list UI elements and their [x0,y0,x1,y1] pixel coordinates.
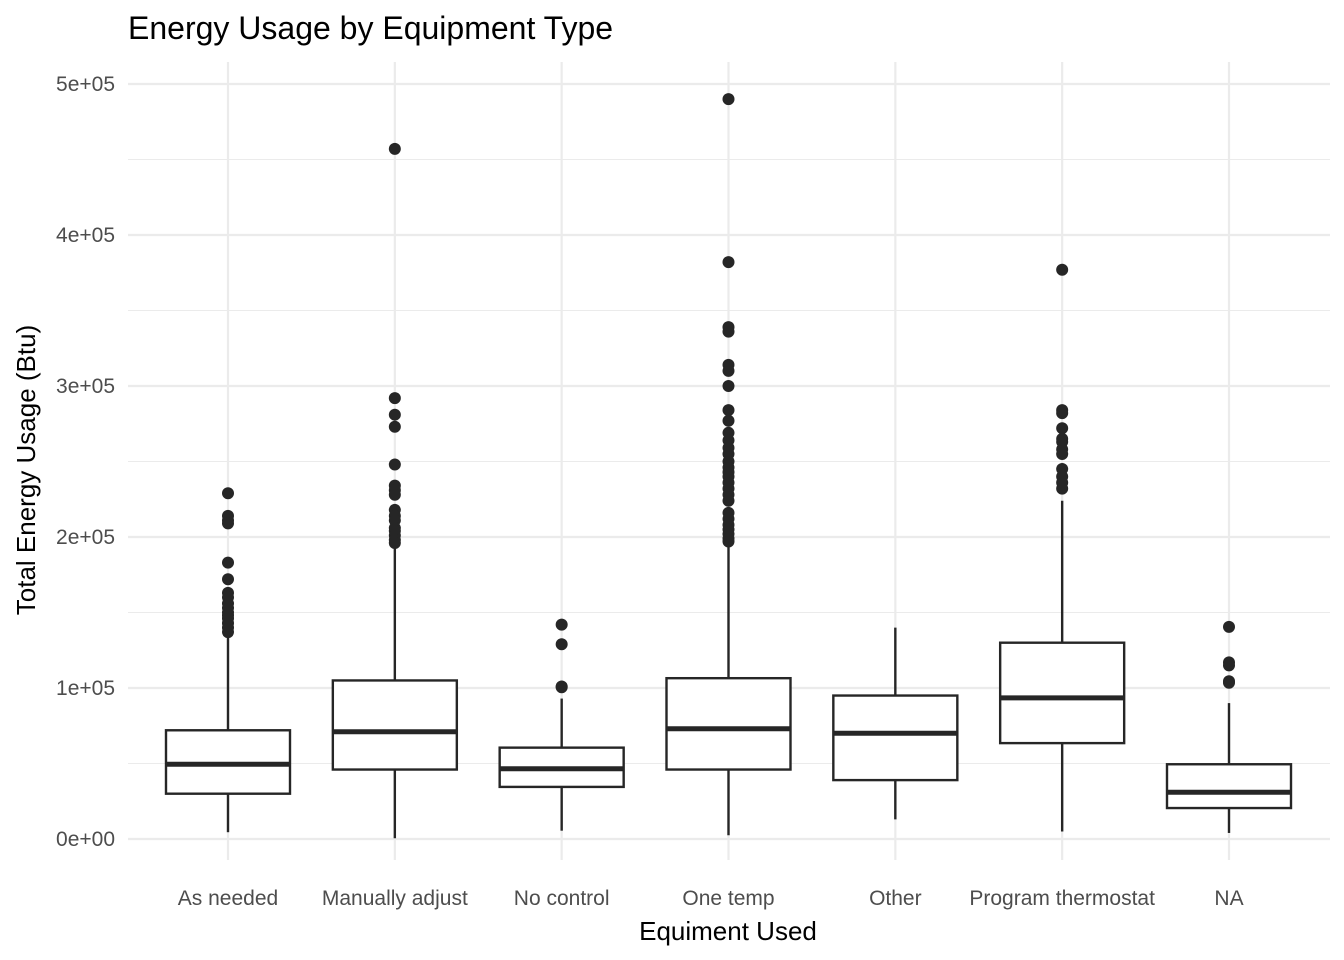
x-tick-label: One temp [682,887,774,910]
outlier-point [722,364,735,377]
outlier-point [722,380,735,392]
outlier-point [222,487,234,500]
box-group [498,618,625,831]
y-tick-label: 3e+05 [56,375,115,398]
outlier-point [722,404,735,417]
outlier-point [1056,447,1069,460]
outlier-point [388,392,401,405]
y-tick-label: 1e+05 [56,677,115,700]
x-tick-label: Other [869,887,922,910]
x-tick-label: Manually adjust [322,887,468,910]
x-tick-label: Program thermostat [969,887,1155,910]
outlier-point [555,638,568,651]
outlier-point [555,681,568,694]
box-iqr [665,676,792,771]
outlier-point [388,488,401,501]
outlier-point [222,517,234,530]
box-group [331,142,459,839]
y-tick-label: 2e+05 [56,526,115,549]
chart-title: Energy Usage by Equipment Type [128,10,613,46]
outlier-point [722,535,735,548]
y-tick-label: 0e+00 [56,828,115,851]
outlier-point [1056,407,1069,420]
y-tick-label: 5e+05 [56,73,115,96]
outlier-point [388,142,401,155]
box-group [665,93,792,836]
box-series [164,93,1293,839]
outlier-point [555,618,568,631]
x-axis-ticks: As needed Manually adjust No control One te… [178,887,1244,910]
y-axis-title: Total Energy Usage (Btu) [11,325,41,615]
outlier-point [1223,620,1235,633]
box-group [164,487,292,833]
box-group [998,263,1126,832]
outlier-point [722,325,735,338]
outlier-point [722,93,735,106]
box-iqr [832,694,959,782]
box-group [1165,620,1293,833]
outlier-point [222,573,234,586]
x-tick-label: As needed [178,887,278,910]
box-iqr [1165,763,1293,810]
outlier-point [388,537,401,550]
x-tick-label: NA [1214,887,1243,910]
box-group [832,627,959,820]
x-tick-label: No control [514,887,610,910]
outlier-point [1223,659,1235,672]
box-iqr [998,641,1126,745]
outlier-point [222,626,234,639]
outlier-point [388,420,401,433]
box-iqr [331,679,459,771]
outlier-point [1056,482,1069,495]
outlier-point [388,408,401,421]
outlier-point [388,458,401,471]
outlier-point [722,256,735,269]
outlier-point [722,414,735,427]
outlier-point [1223,676,1235,689]
x-axis-title: Equiment Used [639,916,817,946]
outlier-point [222,556,234,569]
outlier-point [1056,263,1069,276]
outlier-point [722,494,735,507]
outlier-point [1056,422,1069,435]
y-tick-label: 4e+05 [56,224,115,247]
y-axis-ticks: 0e+00 1e+05 2e+05 3e+05 4e+05 5e+05 [56,73,115,851]
